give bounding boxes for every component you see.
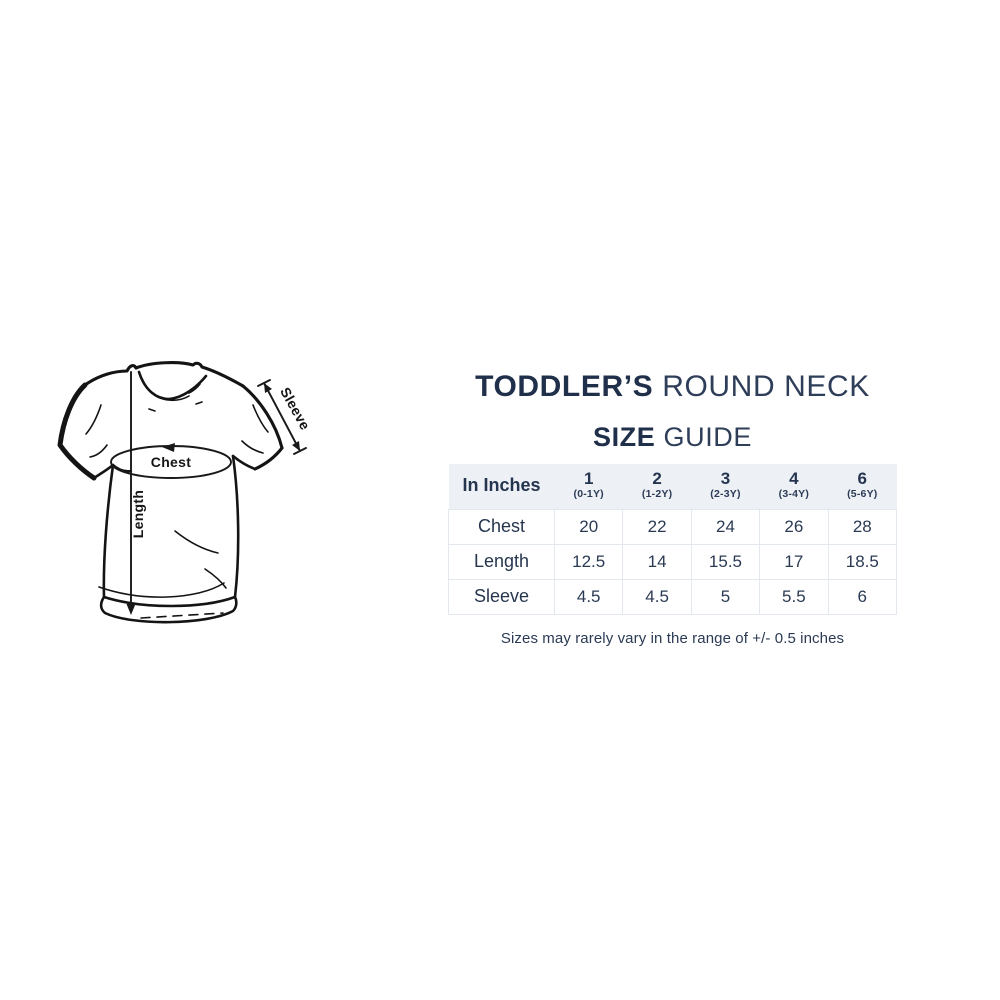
size-table-body: Chest 20 22 24 26 28 Length 12.5 14 15.5… — [448, 508, 898, 615]
size-guide-panel: TODDLER’S ROUND NECK SIZE GUIDE In Inche… — [448, 372, 898, 647]
length-value: 14 — [622, 543, 692, 580]
size-age-range: (1-2Y) — [641, 488, 673, 501]
variance-note: Sizes may rarely vary in the range of +/… — [500, 629, 845, 647]
page-subtitle-bold: SIZE — [592, 422, 656, 452]
chest-measure: Chest — [110, 443, 232, 479]
sleeve-value: 6 — [827, 578, 898, 615]
size-number: 6 — [857, 468, 868, 488]
sleeve-measure: Sleeve — [257, 379, 314, 455]
chest-value: 26 — [759, 508, 829, 545]
size-age-range: (2-3Y) — [710, 488, 741, 501]
header-row: In Inches 1 (0-1Y) 2 (1-2Y) 3 (2-3Y) 4 — [448, 464, 897, 509]
size-number: 2 — [652, 468, 662, 488]
length-value: 12.5 — [553, 543, 624, 580]
size-age-range: (0-1Y) — [573, 488, 604, 501]
size-number: 4 — [789, 468, 799, 488]
row-label: Chest — [448, 508, 555, 545]
page-title: TODDLER’S ROUND NECK — [448, 372, 897, 402]
chest-label: Chest — [151, 454, 191, 470]
size-column-header: 4 (3-4Y) — [759, 464, 829, 509]
tshirt-outline — [57, 361, 284, 624]
size-age-range: (3-4Y) — [778, 488, 810, 501]
chest-arrow-icon — [162, 443, 175, 452]
length-arrow-icon — [126, 604, 136, 615]
size-column-header: 3 (2-3Y) — [691, 464, 760, 509]
sleeve-label: Sleeve — [277, 384, 313, 432]
sleeve-value: 4.5 — [622, 578, 692, 615]
table-row-chest: Chest 20 22 24 26 28 — [448, 508, 898, 545]
size-number: 1 — [583, 468, 594, 488]
size-column-header: 1 (0-1Y) — [554, 464, 623, 509]
sleeve-value: 5 — [690, 578, 761, 615]
table-row-length: Length 12.5 14 15.5 17 18.5 — [448, 543, 898, 580]
length-value: 17 — [759, 543, 829, 580]
size-age-range: (5-6Y) — [847, 488, 878, 501]
sleeve-arrow-top-icon — [264, 383, 272, 393]
page-title-light: ROUND NECK — [662, 370, 870, 403]
size-column-header: 2 (1-2Y) — [622, 464, 692, 509]
unit-header-cell: In Inches — [448, 464, 555, 509]
sleeve-value: 5.5 — [759, 578, 829, 615]
row-label: Length — [448, 543, 555, 580]
chest-value: 20 — [553, 508, 624, 545]
tshirt-diagram-svg: Chest Length Sleeve — [57, 361, 314, 624]
size-column-header: 6 (5-6Y) — [828, 464, 897, 509]
page-title-bold: TODDLER’S — [475, 370, 654, 403]
tshirt-diagram: Chest Length Sleeve — [57, 358, 317, 630]
chest-value: 28 — [827, 508, 898, 545]
page-subtitle-light: GUIDE — [663, 422, 753, 452]
length-measure: Length — [126, 371, 146, 615]
length-value: 15.5 — [690, 543, 761, 580]
sleeve-value: 4.5 — [553, 578, 624, 615]
page-subtitle: SIZE GUIDE — [448, 424, 897, 451]
chest-value: 22 — [622, 508, 692, 545]
length-label: Length — [130, 490, 146, 538]
sleeve-arrow-bottom-icon — [292, 441, 300, 451]
size-table: In Inches 1 (0-1Y) 2 (1-2Y) 3 (2-3Y) 4 — [448, 464, 898, 615]
size-number: 3 — [720, 468, 731, 488]
row-label: Sleeve — [448, 578, 555, 615]
size-table-header: In Inches 1 (0-1Y) 2 (1-2Y) 3 (2-3Y) 4 — [448, 464, 897, 509]
table-row-sleeve: Sleeve 4.5 4.5 5 5.5 6 — [448, 578, 898, 615]
length-value: 18.5 — [827, 543, 898, 580]
chest-value: 24 — [690, 508, 761, 545]
